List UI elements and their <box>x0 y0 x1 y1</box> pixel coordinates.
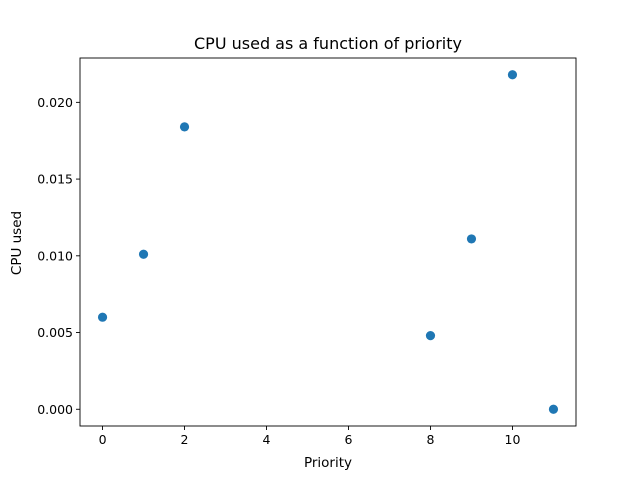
plot-frame <box>79 57 577 427</box>
data-point <box>548 404 559 414</box>
plot-layer: 0 2 4 6 8 10 0.000 0.005 0.010 0.015 0.020 <box>37 57 577 447</box>
y-tick-label: 0.015 <box>37 172 73 187</box>
x-tick-label: 0 <box>99 432 107 447</box>
data-point <box>507 70 518 80</box>
data-point <box>425 331 436 341</box>
data-point <box>97 312 108 322</box>
y-tick-label: 0.020 <box>37 95 73 110</box>
x-tick-label: 6 <box>345 432 353 447</box>
x-tick-label: 2 <box>181 432 189 447</box>
data-point <box>466 234 477 244</box>
data-point <box>179 122 190 132</box>
y-tick-label: 0.005 <box>37 325 73 340</box>
y-tick-label: 0.010 <box>37 248 73 263</box>
y-axis-title: CPU used <box>9 211 25 275</box>
x-tick-label: 10 <box>505 432 521 447</box>
x-axis-title: Priority <box>304 455 352 471</box>
x-tick-label: 4 <box>263 432 271 447</box>
y-tick-label: 0.000 <box>37 402 73 417</box>
chart-title: CPU used as a function of priority <box>194 34 462 53</box>
x-tick-label: 8 <box>427 432 435 447</box>
data-point <box>138 249 149 259</box>
